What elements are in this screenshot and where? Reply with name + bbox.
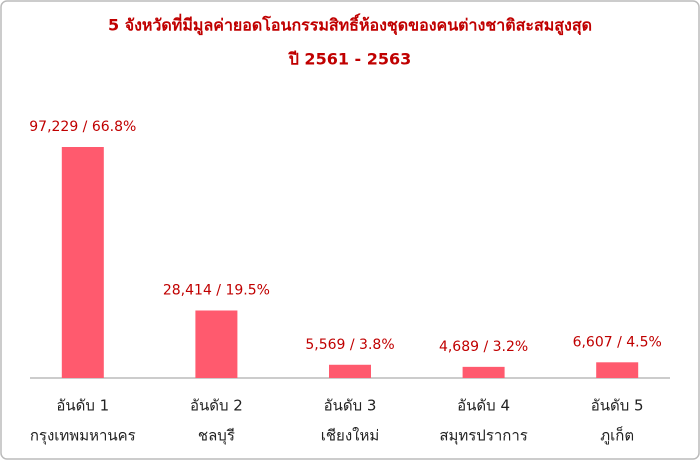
x-tick-label: อันดับ 5	[591, 397, 644, 415]
bar	[596, 362, 639, 378]
x-tick-label: ภูเก็ต	[600, 426, 634, 445]
x-tick-label: เชียงใหม่	[321, 427, 380, 445]
chart-subtitle: ปี 2561 - 2563	[287, 50, 411, 69]
data-label: 5,569 / 3.8%	[305, 337, 394, 353]
bar	[195, 310, 238, 378]
data-label: 4,689 / 3.2%	[439, 339, 528, 355]
x-tick-label: กรุงเทพมหานคร	[30, 427, 136, 446]
chart-title: 5 จังหวัดที่มีมูลค่ายอดโอนกรรมสิทธิ์ห้อง…	[108, 14, 592, 37]
bar	[329, 364, 371, 378]
x-tick-label: อันดับ 1	[56, 397, 109, 415]
x-tick-label: อันดับ 3	[324, 397, 377, 415]
x-tick-label: อันดับ 2	[190, 397, 243, 415]
data-label: 6,607 / 4.5%	[573, 334, 662, 350]
data-label: 28,414 / 19.5%	[163, 282, 270, 298]
x-tick-label: ชลบุรี	[198, 427, 235, 446]
bar	[462, 366, 505, 378]
bar	[61, 147, 104, 378]
data-label: 97,229 / 66.8%	[29, 119, 136, 135]
x-tick-label: สมุทรปราการ	[439, 427, 528, 446]
x-tick-label: อันดับ 4	[457, 397, 510, 415]
